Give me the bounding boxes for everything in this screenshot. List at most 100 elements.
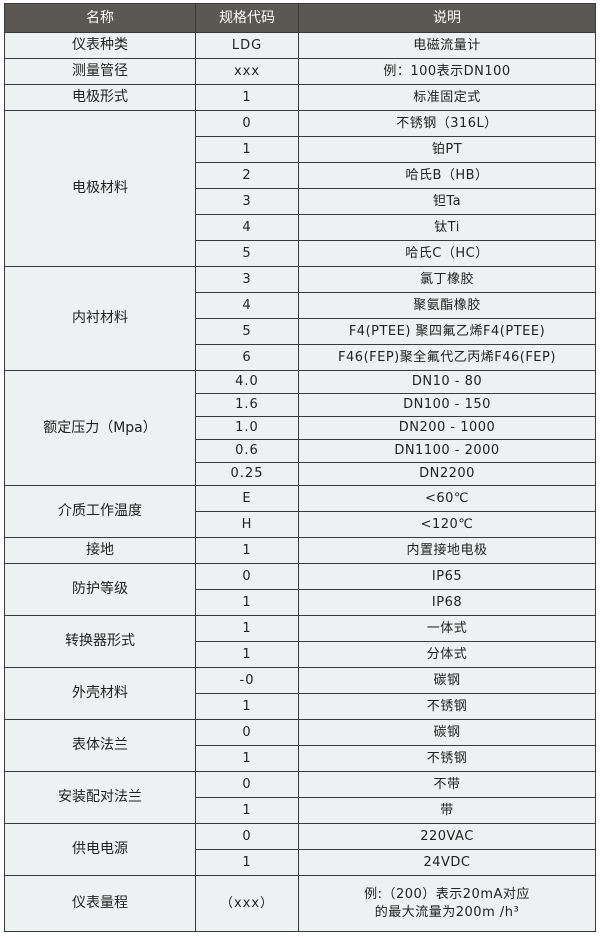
table-header-row: 名称 规格代码 说明 [4, 3, 596, 33]
spec-description: F46(FEP)聚全氟代乙丙烯F46(FEP) [298, 344, 596, 371]
spec-code: 1 [195, 136, 299, 163]
spec-code: 1 [195, 693, 299, 720]
spec-code: -0 [195, 667, 299, 694]
table-body: 仪表种类 LDG 电磁流量计 测量管径 xxx 例：100表示DN100 电极形式 1 标准固定… [4, 32, 596, 932]
spec-name: 仪表种类 [4, 32, 196, 59]
table-row: 转换器形式 1 一体式 [4, 615, 596, 668]
spec-code: 0 [195, 823, 299, 850]
spec-name: 仪表量程 [4, 875, 196, 932]
table-row: 5 F4(PTEE) 聚四氟乙烯F4(PTEE) [5, 318, 596, 345]
spec-description: 氯丁橡胶 [298, 266, 596, 293]
spec-description: IP65 [298, 563, 596, 590]
spec-code: 1 [195, 589, 299, 616]
spec-name: 介质工作温度 [4, 485, 196, 538]
spec-code: 0.6 [195, 439, 299, 463]
spec-description: <60℃ [298, 485, 596, 512]
spec-code: 1.6 [195, 393, 299, 417]
spec-code: 4.0 [195, 370, 299, 394]
spec-description: 不带 [298, 771, 596, 798]
table-row: 2 哈氏B（HB） [5, 162, 596, 189]
spec-code: 1 [195, 849, 299, 876]
table-row: 安装配对法兰 0 不带 [4, 771, 596, 824]
spec-description: 分体式 [298, 641, 596, 668]
table-row: 内衬材料 3 氯丁橡胶 [4, 266, 596, 371]
header-desc: 说明 [298, 3, 596, 33]
spec-code: 2 [195, 162, 299, 189]
spec-description: 例:（200）表示20mA对应的最大流量为200m /h³ [298, 875, 596, 932]
spec-code: LDG [195, 32, 299, 59]
spec-name: 表体法兰 [4, 719, 196, 772]
spec-code: 5 [195, 240, 299, 267]
spec-code: 0.25 [195, 462, 299, 486]
spec-code: 4 [195, 292, 299, 319]
table-row: 1 分体式 [5, 641, 596, 668]
spec-code: 6 [195, 344, 299, 371]
table-row: 表体法兰 0 碳钢 [4, 719, 596, 772]
spec-code: 1 [195, 797, 299, 824]
header-code: 规格代码 [195, 3, 299, 33]
table-row: 1 不锈钢 [5, 745, 596, 772]
spec-description: 钛Ti [298, 214, 596, 241]
table-row: 接地 1 内置接地电极 [4, 537, 596, 564]
spec-name: 电极材料 [4, 110, 196, 267]
table-row: 防护等级 0 IP65 [4, 563, 596, 616]
spec-description: DN100 - 150 [298, 393, 596, 417]
table-row: 1.0 DN200 - 1000 [5, 416, 596, 440]
spec-name: 内衬材料 [4, 266, 196, 371]
spec-table: 名称 规格代码 说明 仪表种类 LDG 电磁流量计 测量管径 xxx 例：100表示DN1… [4, 3, 596, 932]
table-row: 0.6 DN1100 - 2000 [5, 439, 596, 463]
spec-name: 安装配对法兰 [4, 771, 196, 824]
spec-code: 0 [195, 719, 299, 746]
table-row: 1 24VDC [5, 849, 596, 876]
spec-code: 1 [195, 84, 299, 111]
spec-code: H [195, 511, 299, 538]
table-row: 供电电源 0 220VAC [4, 823, 596, 876]
spec-code: 3 [195, 188, 299, 215]
spec-code: 0 [195, 771, 299, 798]
spec-code: E [195, 485, 299, 512]
spec-code: 1 [195, 641, 299, 668]
spec-description: <120℃ [298, 511, 596, 538]
spec-description: 带 [298, 797, 596, 824]
spec-code: 4 [195, 214, 299, 241]
table-row: 1 IP68 [5, 589, 596, 616]
table-row: 3 钽Ta [5, 188, 596, 215]
spec-code: 1 [195, 745, 299, 772]
spec-code: 5 [195, 318, 299, 345]
spec-name: 接地 [4, 537, 196, 564]
table-row: 5 哈氏C（HC） [5, 240, 596, 267]
spec-description: DN1100 - 2000 [298, 439, 596, 463]
spec-description: IP68 [298, 589, 596, 616]
header-name: 名称 [4, 3, 196, 33]
table-row: 仪表量程 （xxx） 例:（200）表示20mA对应的最大流量为200m /h³ [4, 875, 596, 932]
table-row: 4 钛Ti [5, 214, 596, 241]
spec-description: 例：100表示DN100 [298, 58, 596, 85]
table-row: 测量管径 xxx 例：100表示DN100 [4, 58, 596, 85]
table-row: 电极形式 1 标准固定式 [4, 84, 596, 111]
table-row: 外壳材料 -0 碳钢 [4, 667, 596, 720]
spec-description: 铂PT [298, 136, 596, 163]
spec-code: 1 [195, 537, 299, 564]
spec-description: 碳钢 [298, 667, 596, 694]
spec-name: 防护等级 [4, 563, 196, 616]
spec-description: 哈氏C（HC） [298, 240, 596, 267]
spec-name: 外壳材料 [4, 667, 196, 720]
spec-description: 聚氨酯橡胶 [298, 292, 596, 319]
spec-description: 标准固定式 [298, 84, 596, 111]
spec-description: 哈氏B（HB） [298, 162, 596, 189]
spec-code: 0 [195, 110, 299, 137]
spec-description: 电磁流量计 [298, 32, 596, 59]
spec-name: 供电电源 [4, 823, 196, 876]
spec-description: 24VDC [298, 849, 596, 876]
spec-description: DN200 - 1000 [298, 416, 596, 440]
table-row: 0.25 DN2200 [5, 462, 596, 486]
spec-description: F4(PTEE) 聚四氟乙烯F4(PTEE) [298, 318, 596, 345]
table-row: 仪表种类 LDG 电磁流量计 [4, 32, 596, 59]
spec-name: 额定压力（Mpa） [4, 370, 196, 486]
table-row: H <120℃ [5, 511, 596, 538]
spec-description: 钽Ta [298, 188, 596, 215]
spec-name: 转换器形式 [4, 615, 196, 668]
spec-description: DN10 - 80 [298, 370, 596, 394]
table-row: 介质工作温度 E <60℃ [4, 485, 596, 538]
spec-code: xxx [195, 58, 299, 85]
